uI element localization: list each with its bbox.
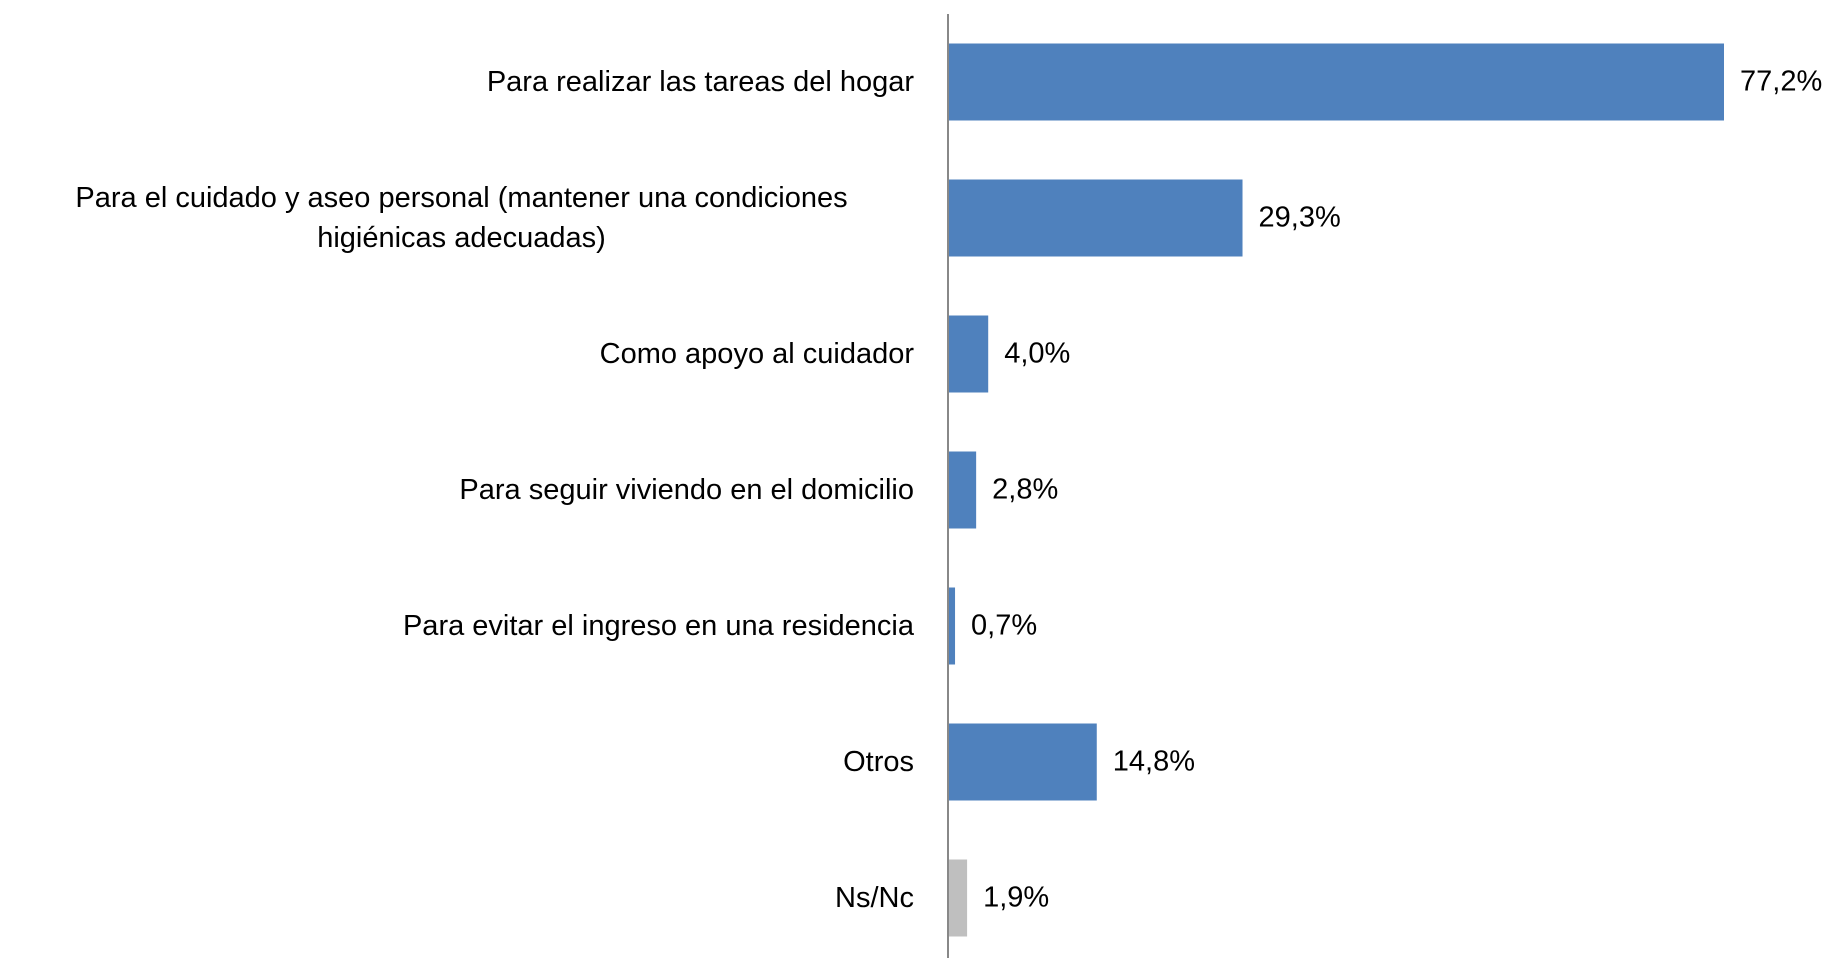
bar [948, 315, 989, 393]
value-label: 0,7% [971, 610, 1037, 643]
category-label: Ns/Nc [835, 878, 914, 918]
value-label-text: 14,8% [1112, 745, 1195, 778]
value-label: 1,9% [983, 882, 1049, 915]
category-label-text: Para evitar el ingreso en una residencia [402, 610, 914, 642]
value-label-text: 1,9% [983, 881, 1050, 914]
category-label-text: Ns/Nc [835, 882, 914, 914]
value-label-text: 77,2% [1740, 65, 1823, 98]
bar [948, 179, 1243, 257]
bar [948, 859, 968, 937]
category-label-text: Como apoyo al cuidador [599, 338, 914, 370]
category-label-text: Para el cuidado y aseo personal (mantene… [75, 182, 848, 254]
category-label: Para el cuidado y aseo personal (mantene… [9, 178, 914, 258]
bar [948, 723, 1097, 801]
value-label-text: 29,3% [1258, 201, 1341, 234]
category-label: Otros [843, 742, 914, 782]
value-label: 14,8% [1113, 746, 1195, 779]
bar [948, 43, 1724, 121]
category-label-text: Otros [843, 746, 914, 778]
bar [948, 451, 977, 529]
category-label: Para evitar el ingreso en una residencia [403, 606, 914, 646]
category-label-text: Para realizar las tareas del hogar [486, 66, 914, 98]
category-label: Para seguir viviendo en el domicilio [459, 470, 914, 510]
category-label: Como apoyo al cuidador [600, 334, 914, 374]
value-label-text: 4,0% [1004, 337, 1071, 370]
value-label-text: 0,7% [971, 609, 1038, 642]
value-label: 2,8% [992, 474, 1058, 507]
value-label: 77,2% [1740, 66, 1822, 99]
bar [948, 587, 956, 665]
category-label: Para realizar las tareas del hogar [487, 62, 914, 102]
value-label: 29,3% [1259, 202, 1341, 235]
value-label: 4,0% [1004, 338, 1070, 371]
value-label-text: 2,8% [992, 473, 1059, 506]
category-label-text: Para seguir viviendo en el domicilio [459, 474, 914, 506]
